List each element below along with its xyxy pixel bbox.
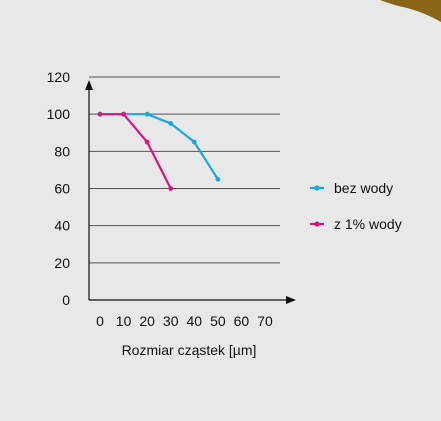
x-axis-arrow [286,296,296,304]
y-tick-label: 0 [62,292,70,308]
x-tick-label: 70 [257,313,273,329]
y-tick-label: 100 [47,106,71,122]
x-tick-label: 0 [96,313,104,329]
series-line [100,113,219,180]
x-tick-labels: 0 10 20 30 40 50 60 70 [96,313,273,329]
data-point [168,121,174,126]
legend-swatch-marker [314,221,320,227]
x-tick-label: 10 [116,313,132,329]
data-point [97,111,103,117]
y-tick-label: 20 [54,255,70,271]
data-point [191,139,197,145]
series-lines [97,111,221,191]
data-point [144,111,150,117]
series-line [100,113,172,189]
data-point [168,186,174,191]
legend-label: z 1% wody [334,216,402,232]
y-tick-label: 60 [54,181,70,197]
x-tick-label: 40 [186,313,202,329]
x-tick-label: 50 [210,313,226,329]
y-tick-label: 80 [54,143,70,159]
corner-decoration-shape [380,0,441,22]
x-tick-label: 20 [139,313,155,329]
y-tick-label: 120 [47,69,71,85]
corner-decoration [380,0,441,24]
y-tick-label: 40 [54,218,70,234]
y-axis-arrow [85,80,93,90]
x-axis-label: Rozmiar cząstek [µm] [122,342,257,358]
legend-swatch-marker [314,185,320,191]
x-tick-label: 30 [163,313,179,329]
x-tick-label: 60 [234,313,250,329]
y-tick-labels: 0 20 40 60 80 100 120 [47,69,71,308]
data-point [144,139,150,145]
legend-label: bez wody [334,180,393,196]
legend: bez wody z 1% wody [310,180,402,232]
grid-lines [89,76,280,264]
data-point [215,176,221,182]
data-point [121,111,126,117]
